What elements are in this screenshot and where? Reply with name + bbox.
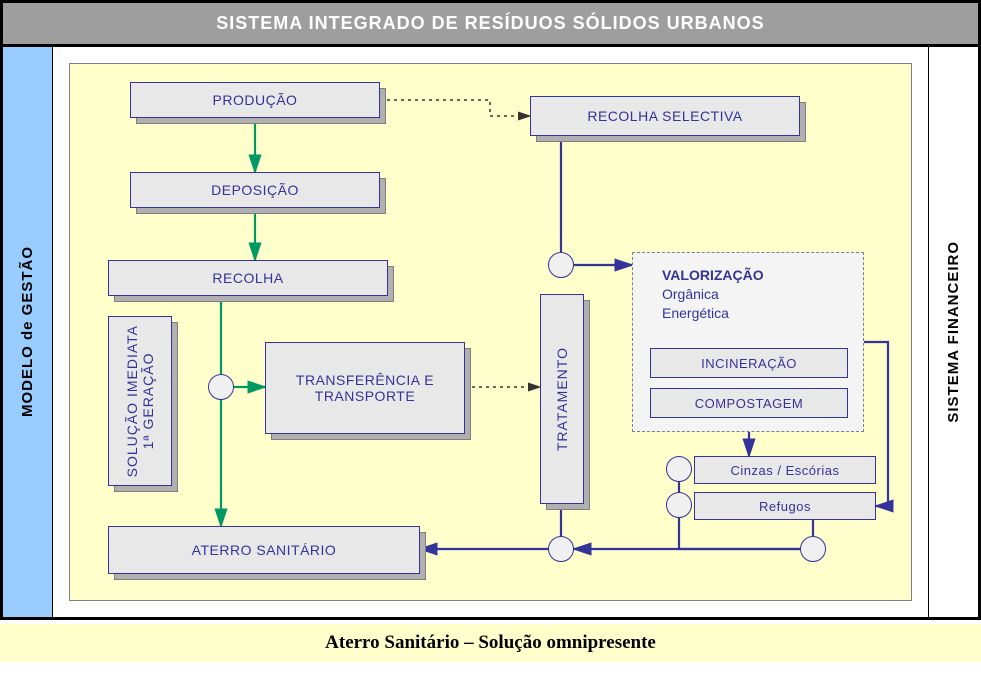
node-valorizacao: VALORIZAÇÃOOrgânica Energética	[650, 266, 848, 338]
node-refugos: Refugos	[694, 492, 876, 520]
node-recolha: RECOLHA	[108, 260, 388, 296]
node-producao: PRODUÇÃO	[130, 82, 380, 118]
node-tratamento-label: TRATAMENTO	[554, 347, 570, 451]
node-solucao: SOLUÇÃO IMEDIATA 1ª GERAÇÃO	[108, 316, 172, 486]
junction-j6	[666, 492, 692, 518]
junction-j4	[800, 536, 826, 562]
junction-j1	[208, 374, 234, 400]
caption-text: Aterro Sanitário – Solução omnipresente	[325, 632, 656, 653]
node-incineracao: INCINERAÇÃO	[650, 348, 848, 378]
title-text: SISTEMA INTEGRADO DE RESÍDUOS SÓLIDOS UR…	[216, 13, 764, 33]
diagram-frame: SISTEMA INTEGRADO DE RESÍDUOS SÓLIDOS UR…	[0, 0, 981, 620]
left-panel-label: MODELO de GESTÃO	[19, 246, 36, 417]
junction-j5	[666, 456, 692, 482]
edge	[380, 100, 530, 116]
right-panel-label: SISTEMA FINANCEIRO	[945, 241, 962, 423]
node-aterro: ATERRO SANITÁRIO	[108, 526, 420, 574]
main-row: MODELO de GESTÃO	[3, 47, 978, 617]
node-tratamento: TRATAMENTO	[540, 294, 584, 504]
node-cinzas: Cinzas / Escórias	[694, 456, 876, 484]
valorizacao-lines: Orgânica Energética	[662, 285, 848, 323]
node-compostagem: COMPOSTAGEM	[650, 388, 848, 418]
flowchart-canvas: PRODUÇÃO DEPOSIÇÃO RECOLHA ATERRO SANITÁRIO…	[69, 63, 912, 601]
canvas-wrap: PRODUÇÃO DEPOSIÇÃO RECOLHA ATERRO SANITÁRIO…	[53, 47, 928, 617]
node-recsel: RECOLHA SELECTIVA	[530, 96, 800, 136]
node-deposicao: DEPOSIÇÃO	[130, 172, 380, 208]
caption-bar: Aterro Sanitário – Solução omnipresente	[0, 624, 981, 662]
node-solucao-label: SOLUÇÃO IMEDIATA 1ª GERAÇÃO	[124, 325, 156, 477]
right-panel: SISTEMA FINANCEIRO	[928, 47, 978, 617]
title-bar: SISTEMA INTEGRADO DE RESÍDUOS SÓLIDOS UR…	[3, 3, 978, 47]
junction-j3	[548, 536, 574, 562]
node-transfer: TRANSFERÊNCIA E TRANSPORTE	[265, 342, 465, 434]
valorizacao-title: VALORIZAÇÃO	[662, 266, 848, 285]
junction-j2	[548, 252, 574, 278]
left-panel: MODELO de GESTÃO	[3, 47, 53, 617]
